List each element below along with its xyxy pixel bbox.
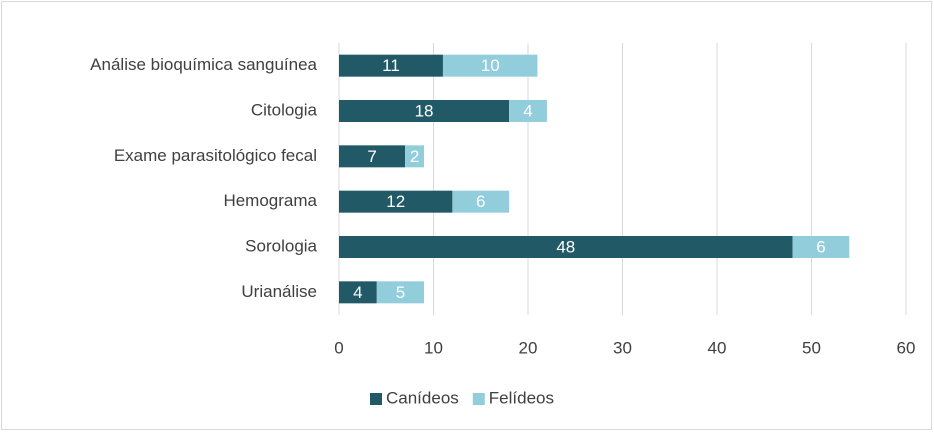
x-tick-label: 60 xyxy=(897,338,916,357)
data-label: 11 xyxy=(382,56,400,75)
data-label: 6 xyxy=(816,237,825,256)
x-tick-label: 40 xyxy=(708,338,727,357)
x-tick-label: 0 xyxy=(334,338,343,357)
data-label: 4 xyxy=(523,101,532,120)
bar xyxy=(339,281,377,304)
x-tick-label: 30 xyxy=(613,338,632,357)
y-tick-label: Citologia xyxy=(251,100,318,119)
x-tick-label: 20 xyxy=(519,338,538,357)
data-label: 18 xyxy=(415,101,434,120)
x-tick-label: 50 xyxy=(802,338,821,357)
bar xyxy=(339,54,443,77)
y-tick-label: Sorologia xyxy=(245,236,317,255)
y-tick-label: Exame parasitológico fecal xyxy=(114,146,317,165)
bar xyxy=(442,54,538,77)
x-tick-label: 10 xyxy=(424,338,443,357)
bar xyxy=(376,281,425,304)
data-label: 10 xyxy=(481,56,500,75)
legend-swatch xyxy=(370,393,382,405)
y-tick-label: Hemograma xyxy=(223,191,317,210)
legend-label: Felídeos xyxy=(489,388,554,407)
y-tick-label: Análise bioquímica sanguínea xyxy=(90,55,317,74)
data-label: 4 xyxy=(353,283,362,302)
legend-swatch xyxy=(472,393,485,405)
bar xyxy=(509,100,547,122)
bar xyxy=(339,145,406,168)
data-label: 6 xyxy=(476,192,485,211)
bar xyxy=(452,190,510,213)
legend-label: Canídeos xyxy=(386,388,459,407)
data-label: 7 xyxy=(367,147,376,166)
data-label: 12 xyxy=(386,192,405,211)
bar xyxy=(339,100,510,122)
data-label: 48 xyxy=(556,237,575,256)
data-label: 2 xyxy=(410,147,419,166)
bar xyxy=(339,236,793,258)
bar xyxy=(339,190,453,213)
data-label: 5 xyxy=(396,283,405,302)
bar xyxy=(405,145,425,168)
y-tick-label: Urianálise xyxy=(241,282,317,301)
bar xyxy=(792,236,850,258)
